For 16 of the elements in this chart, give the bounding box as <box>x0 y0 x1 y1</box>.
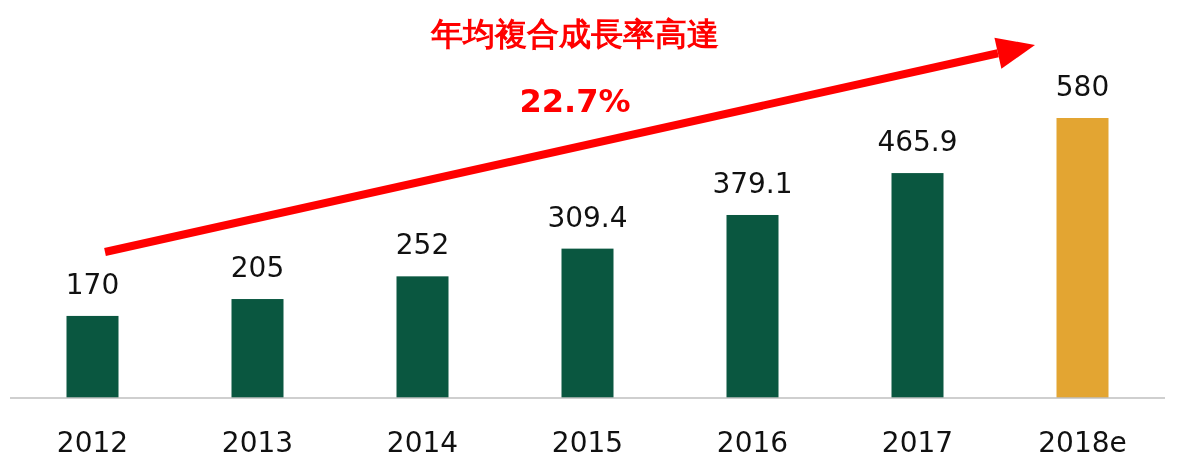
data-label: 309.4 <box>547 200 628 234</box>
data-label: 205 <box>230 251 285 285</box>
x-tick-label: 2013 <box>221 426 294 459</box>
data-label: 580 <box>1055 70 1110 103</box>
data-label: 379.1 <box>712 166 793 200</box>
x-tick-label: 2015 <box>551 426 624 459</box>
data-label: 252 <box>395 228 450 262</box>
x-tick-label: 2012 <box>56 426 129 459</box>
text: 年均複合成長率高達 <box>430 15 719 53</box>
x-tick-label: 2018e <box>1038 426 1127 459</box>
data-label: 170 <box>65 267 120 301</box>
annotation: 22.7% <box>519 82 631 120</box>
x-tick-label: 2016 <box>716 426 789 459</box>
x-tick-label: 2017 <box>881 426 954 459</box>
data-label: 465.9 <box>877 125 958 159</box>
x-tick-label: 2014 <box>386 426 459 459</box>
